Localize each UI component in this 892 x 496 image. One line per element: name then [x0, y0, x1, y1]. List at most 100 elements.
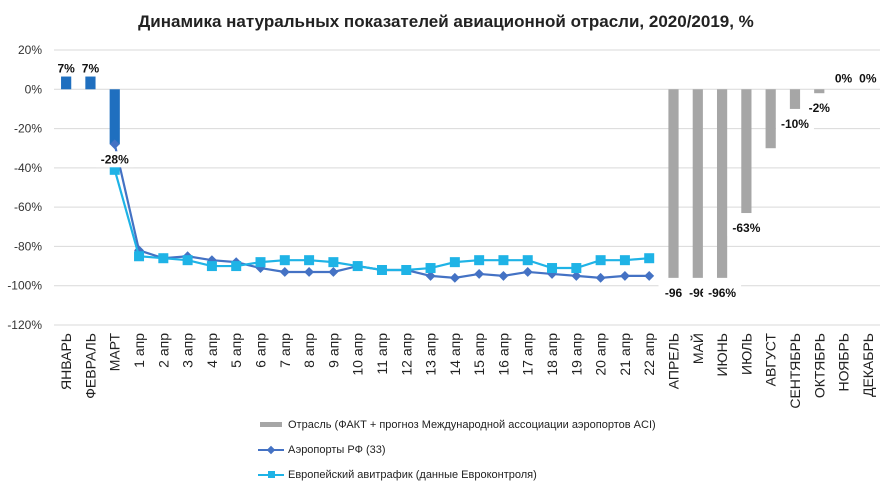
x-tick-label: 4 апр — [204, 333, 220, 368]
y-tick-label: -120% — [7, 318, 42, 332]
x-tick-label: ЯНВАРЬ — [58, 333, 74, 390]
data-point — [547, 263, 558, 274]
x-tick-label: 13 апр — [423, 333, 439, 376]
data-label-bg — [703, 284, 742, 301]
x-tick-label: 12 апр — [398, 333, 414, 376]
data-point — [595, 272, 606, 283]
bar — [61, 75, 72, 90]
data-label-bg — [55, 60, 78, 77]
x-tick-label: ИЮНЬ — [714, 333, 730, 377]
bar — [716, 89, 728, 278]
x-tick-label: НОЯБРЬ — [836, 333, 852, 392]
bar — [814, 89, 825, 94]
data-point — [498, 255, 509, 266]
data-point — [109, 164, 120, 175]
data-point — [498, 270, 509, 281]
legend-swatch-industry — [258, 418, 284, 432]
data-point — [206, 261, 217, 272]
data-point — [352, 261, 363, 272]
x-tick-label: 6 апр — [253, 333, 269, 368]
x-tick-label: ДЕКАБРЬ — [860, 333, 876, 397]
data-point — [255, 257, 266, 268]
bar — [668, 89, 679, 278]
data-label: -63% — [732, 221, 760, 235]
x-tick-label: ФЕВРАЛЬ — [82, 333, 98, 399]
x-tick-label: АВГУСТ — [763, 333, 779, 387]
x-tick-label: ИЮЛЬ — [738, 333, 754, 375]
x-tick-label: 19 апр — [568, 333, 584, 376]
legend-label-airports: Аэропорты РФ (33) — [288, 443, 386, 456]
x-tick-label: 1 апр — [131, 333, 147, 368]
legend-label-eurocontrol: Европейский авитрафик (данные Евроконтро… — [288, 468, 537, 481]
legend-label-industry: Отрасль (ФАКТ + прогноз Международной ас… — [288, 418, 656, 431]
data-point — [158, 253, 169, 264]
data-point — [449, 257, 460, 268]
data-label: -96 — [665, 286, 683, 300]
data-point — [474, 255, 485, 266]
legend-item-eurocontrol: Европейский авитрафик (данные Евроконтро… — [258, 464, 656, 485]
data-point — [304, 267, 315, 277]
x-tick-label: 20 апр — [593, 333, 609, 376]
data-point — [449, 272, 460, 283]
data-point — [619, 270, 630, 281]
data-label: -96% — [708, 286, 736, 300]
legend-swatch-airports — [258, 443, 284, 457]
bar — [765, 89, 776, 149]
x-tick-label: 3 апр — [180, 333, 196, 368]
data-point — [376, 265, 387, 275]
x-tick-label: 22 апр — [641, 333, 657, 376]
data-label-bg — [832, 70, 855, 87]
data-label-bg — [804, 100, 835, 117]
bar — [789, 89, 801, 109]
data-point — [571, 263, 582, 274]
x-tick-label: 16 апр — [495, 333, 511, 376]
data-label-bg — [727, 220, 766, 237]
data-point — [425, 270, 436, 281]
y-tick-label: 20% — [18, 43, 42, 57]
data-point — [571, 270, 582, 281]
data-point — [279, 255, 290, 266]
x-tick-label: МАЙ — [689, 333, 706, 364]
data-point — [328, 257, 339, 268]
data-label: -2% — [809, 101, 831, 115]
bar — [109, 89, 120, 145]
data-point — [279, 267, 290, 277]
x-tick-label: МАРТ — [107, 333, 123, 372]
y-tick-label: -80% — [14, 239, 42, 253]
data-point — [304, 255, 315, 266]
data-label-bg — [79, 60, 102, 77]
y-tick-label: -20% — [14, 122, 42, 136]
data-label-bg — [95, 151, 134, 168]
data-label: 7% — [82, 62, 100, 76]
chart-legend: Отрасль (ФАКТ + прогноз Международной ас… — [258, 414, 656, 489]
data-point — [328, 267, 339, 277]
bar — [692, 89, 703, 278]
x-tick-label: 7 апр — [277, 333, 293, 368]
data-label-bg — [658, 284, 689, 301]
chart-title: Динамика натуральных показателей авиацио… — [138, 12, 754, 31]
data-point — [425, 263, 436, 274]
x-tick-label: 9 апр — [325, 333, 341, 368]
x-tick-label: 21 апр — [617, 333, 633, 376]
y-tick-label: 0% — [25, 82, 43, 96]
x-tick-label: 11 апр — [374, 333, 390, 375]
x-tick-label: 8 апр — [301, 333, 317, 368]
data-point — [644, 270, 655, 281]
legend-item-industry: Отрасль (ФАКТ + прогноз Международной ас… — [258, 414, 656, 435]
data-label: 0% — [835, 71, 853, 85]
data-point — [231, 261, 242, 272]
series-line — [113, 169, 650, 272]
data-point — [474, 268, 485, 279]
data-label-bg — [775, 115, 814, 132]
y-tick-label: -40% — [14, 161, 42, 175]
x-tick-label: 14 апр — [447, 333, 463, 376]
legend-swatch-eurocontrol — [258, 468, 284, 482]
y-tick-label: -60% — [14, 200, 42, 214]
x-tick-label: 18 апр — [544, 333, 560, 376]
data-label: -10% — [781, 117, 809, 131]
x-tick-label: ОКТЯБРЬ — [811, 333, 827, 398]
x-tick-label: АПРЕЛЬ — [666, 333, 682, 389]
data-point — [522, 267, 533, 277]
x-tick-label: 15 апр — [471, 333, 487, 376]
data-point — [644, 253, 655, 264]
